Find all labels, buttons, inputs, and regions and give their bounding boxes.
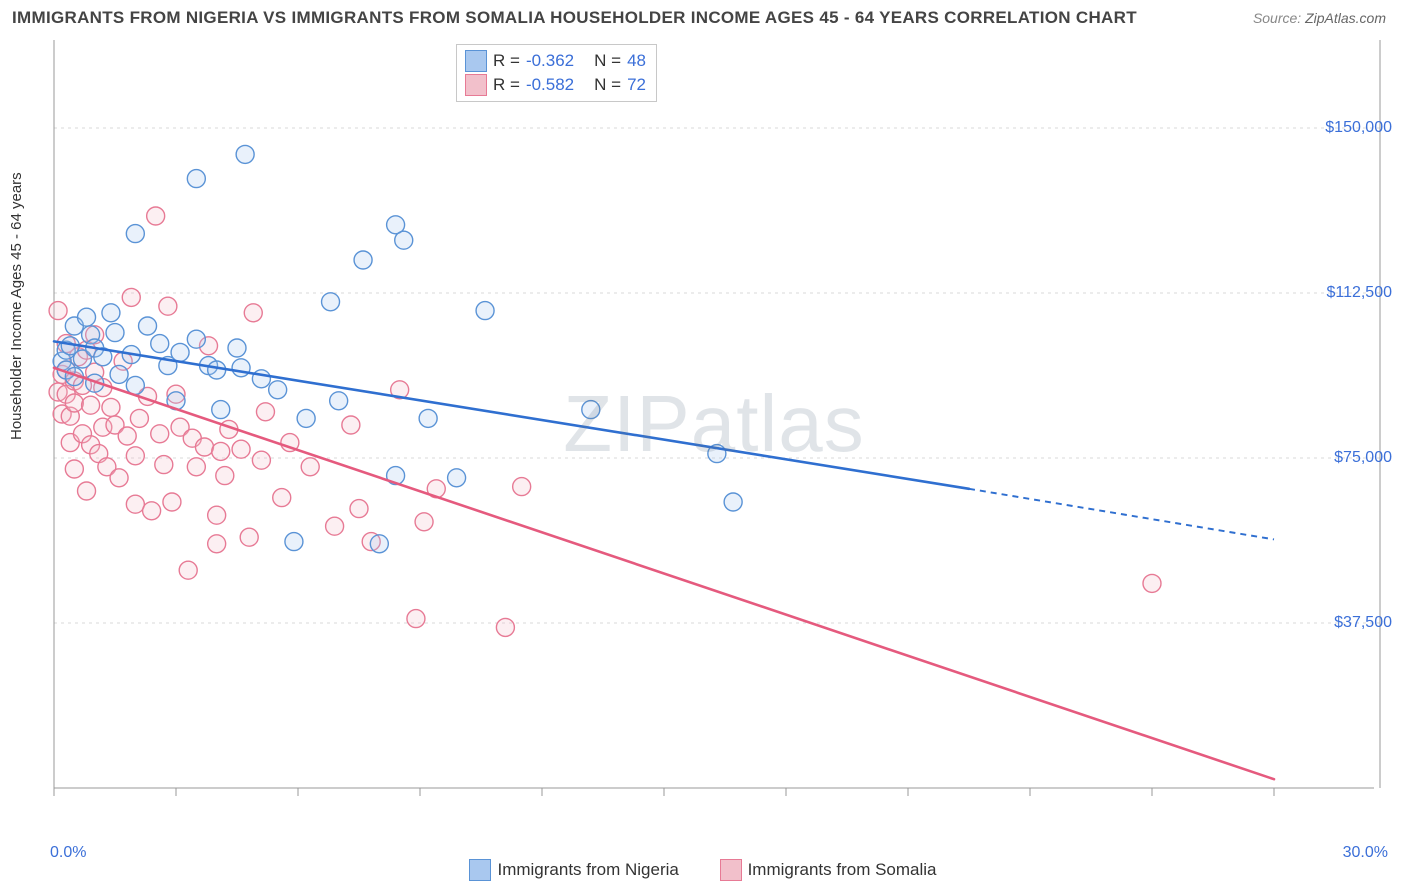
legend-item-nigeria: Immigrants from Nigeria xyxy=(469,859,678,881)
y-tick-label: $112,500 xyxy=(1326,284,1392,302)
y-tick-label: $37,500 xyxy=(1334,614,1392,632)
r-label: R = xyxy=(493,75,520,95)
legend-item-somalia: Immigrants from Somalia xyxy=(720,859,937,881)
series-legend: Immigrants from Nigeria Immigrants from … xyxy=(0,859,1406,886)
chart-title: IMMIGRANTS FROM NIGERIA VS IMMIGRANTS FR… xyxy=(12,8,1137,28)
correlation-legend: R = -0.362 N = 48 R = -0.582 N = 72 xyxy=(456,44,657,102)
legend-row-2: R = -0.582 N = 72 xyxy=(465,73,646,97)
r-value-somalia: -0.582 xyxy=(526,75,574,95)
r-label: R = xyxy=(493,51,520,71)
chart-svg xyxy=(44,40,1384,840)
y-tick-label: $75,000 xyxy=(1334,449,1392,467)
legend-swatch-nigeria xyxy=(465,50,487,72)
legend-row-1: R = -0.362 N = 48 xyxy=(465,49,646,73)
legend-swatch-somalia xyxy=(720,859,742,881)
n-label: N = xyxy=(594,51,621,71)
y-tick-label: $150,000 xyxy=(1325,119,1392,137)
x-tick-min: 0.0% xyxy=(50,844,86,862)
legend-label-nigeria: Immigrants from Nigeria xyxy=(497,860,678,880)
n-value-somalia: 72 xyxy=(627,75,646,95)
legend-swatch-nigeria xyxy=(469,859,491,881)
x-tick-max: 30.0% xyxy=(1343,844,1388,862)
source-label: Source: xyxy=(1253,10,1301,26)
chart-area: ZIPatlas xyxy=(44,40,1384,840)
source-attribution: Source: ZipAtlas.com xyxy=(1253,10,1386,26)
source-site: ZipAtlas.com xyxy=(1305,10,1386,26)
y-axis-label: Householder Income Ages 45 - 64 years xyxy=(8,172,25,440)
legend-label-somalia: Immigrants from Somalia xyxy=(748,860,937,880)
n-label: N = xyxy=(594,75,621,95)
chart-container: IMMIGRANTS FROM NIGERIA VS IMMIGRANTS FR… xyxy=(0,0,1406,892)
n-value-nigeria: 48 xyxy=(627,51,646,71)
legend-swatch-somalia xyxy=(465,74,487,96)
r-value-nigeria: -0.362 xyxy=(526,51,574,71)
